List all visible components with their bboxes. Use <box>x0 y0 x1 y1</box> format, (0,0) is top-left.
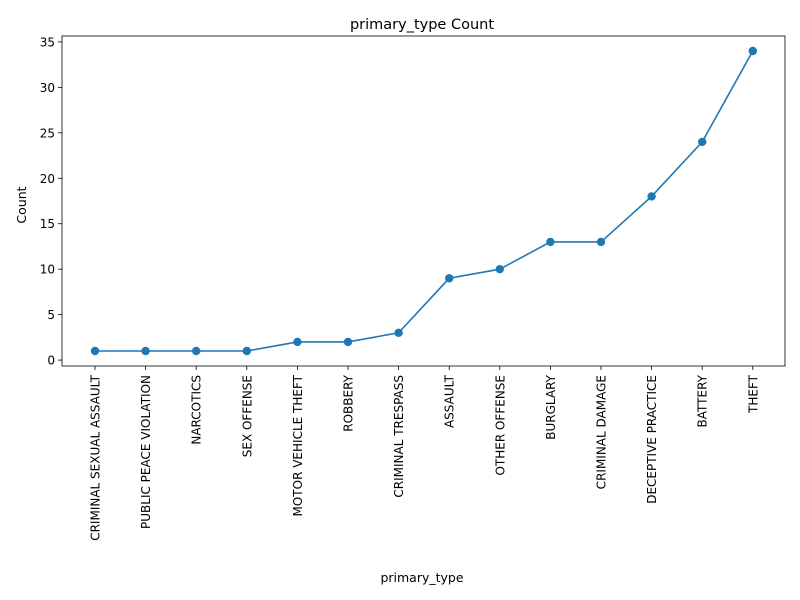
data-point <box>141 346 150 356</box>
x-tick-label: DECEPTIVE PRACTICE <box>645 375 659 504</box>
series-line <box>95 50 754 352</box>
x-tick-label: NARCOTICS <box>190 375 204 445</box>
y-tick-label: 0 <box>47 354 55 368</box>
data-point <box>647 192 656 201</box>
data-point <box>748 46 757 56</box>
y-tick-label: 20 <box>40 172 55 186</box>
y-tick-label: 35 <box>40 35 55 49</box>
x-tick-label: ASSAULT <box>443 374 457 428</box>
plot-area-frame <box>61 35 786 367</box>
y-tick-label: 10 <box>40 263 55 277</box>
x-tick-label: ROBBERY <box>342 374 356 431</box>
x-tick-label: CRIMINAL DAMAGE <box>595 375 609 489</box>
x-tick-label: THEFT <box>746 374 760 414</box>
x-tick-label: OTHER OFFENSE <box>493 375 507 476</box>
x-tick-label: PUBLIC PEACE VIOLATION <box>139 375 153 529</box>
data-point <box>495 264 504 274</box>
data-point <box>596 237 606 247</box>
x-tick-label: BATTERY <box>696 374 710 427</box>
y-tick-label: 5 <box>47 308 55 322</box>
data-point <box>242 346 251 356</box>
data-point <box>445 274 454 283</box>
data-point <box>546 237 555 247</box>
data-point <box>293 337 302 347</box>
x-axis-label: primary_type <box>380 570 463 585</box>
data-point <box>192 346 201 356</box>
data-points <box>90 46 757 356</box>
x-tick-label: CRIMINAL SEXUAL ASSAULT <box>89 374 103 540</box>
x-tick-label: MOTOR VEHICLE THEFT <box>291 374 305 516</box>
x-tick-label: CRIMINAL TRESPASS <box>392 375 406 498</box>
y-tick-label: 25 <box>40 126 55 140</box>
y-axis-ticks: 0 5 10 15 20 25 30 35 <box>40 35 62 368</box>
data-point <box>698 137 707 147</box>
x-axis-ticks: CRIMINAL SEXUAL ASSAULT PUBLIC PEACE VIOL… <box>89 366 760 541</box>
y-tick-label: 15 <box>40 217 55 231</box>
data-point <box>90 346 100 356</box>
y-axis-label: Count <box>14 186 29 223</box>
x-tick-label: BURGLARY <box>544 374 558 439</box>
y-tick-label: 30 <box>40 81 55 95</box>
x-tick-label: SEX OFFENSE <box>240 375 254 457</box>
chart-title: primary_type Count <box>350 17 494 33</box>
data-point <box>394 328 403 338</box>
data-point <box>343 337 353 347</box>
